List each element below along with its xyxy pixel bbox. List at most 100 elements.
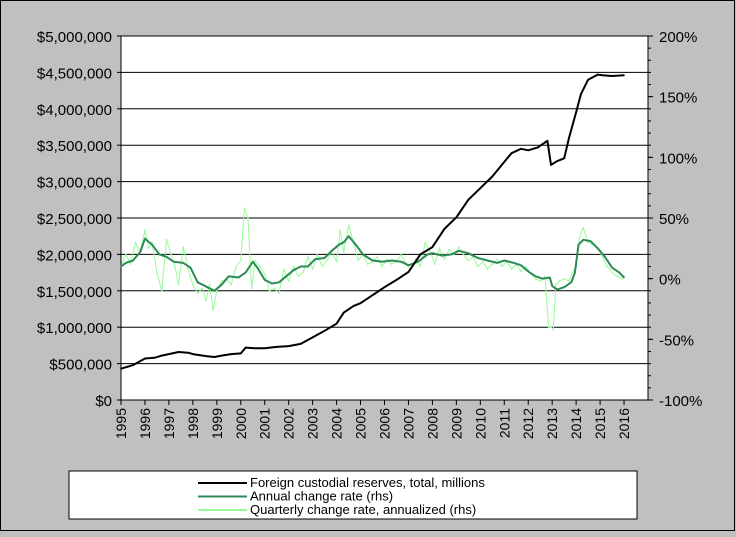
data-point bbox=[606, 265, 609, 268]
data-point bbox=[287, 345, 290, 347]
data-point bbox=[252, 260, 254, 263]
data-point bbox=[419, 265, 422, 268]
data-point bbox=[250, 287, 253, 290]
data-point bbox=[139, 251, 141, 253]
data-point bbox=[244, 271, 247, 274]
data-point bbox=[160, 290, 163, 292]
data-point bbox=[467, 199, 470, 201]
data-point bbox=[335, 322, 338, 325]
gridlines bbox=[121, 35, 648, 365]
data-point bbox=[550, 164, 552, 166]
data-point bbox=[424, 241, 427, 244]
data-point bbox=[596, 73, 599, 76]
left-tick-label: $1,500,000 bbox=[37, 284, 112, 301]
data-point bbox=[256, 266, 259, 269]
data-point bbox=[339, 229, 342, 231]
data-point bbox=[174, 265, 176, 268]
data-point bbox=[431, 246, 434, 248]
x-tick-label: 2000 bbox=[233, 408, 249, 439]
x-tick-label: 2015 bbox=[592, 408, 608, 439]
data-point bbox=[230, 353, 232, 355]
data-point bbox=[580, 93, 582, 95]
data-point bbox=[120, 367, 122, 370]
data-point bbox=[254, 347, 256, 350]
x-tick-label: 2002 bbox=[281, 408, 297, 439]
data-point bbox=[220, 283, 223, 286]
left-tick-label: $0 bbox=[95, 393, 112, 410]
data-point bbox=[434, 263, 436, 265]
data-point bbox=[534, 277, 537, 280]
data-point bbox=[547, 326, 550, 329]
data-point bbox=[201, 287, 204, 290]
data-point bbox=[299, 265, 302, 268]
data-point bbox=[311, 268, 314, 270]
data-point bbox=[458, 246, 460, 248]
data-point bbox=[347, 224, 350, 227]
data-point bbox=[556, 160, 558, 162]
data-point bbox=[491, 263, 494, 265]
right-tick-label: -100% bbox=[659, 393, 702, 410]
data-point bbox=[527, 149, 529, 152]
right-tick-label: 0% bbox=[659, 272, 681, 289]
x-axis: 1995 1996 1997 1998 1999 2000 2001 2002 2003 2004… bbox=[113, 400, 632, 439]
data-point bbox=[331, 250, 333, 252]
data-point bbox=[381, 265, 383, 268]
data-point bbox=[243, 207, 246, 210]
data-point bbox=[611, 271, 613, 274]
data-point bbox=[220, 280, 223, 282]
data-point bbox=[125, 262, 127, 264]
data-point bbox=[343, 311, 345, 314]
data-point bbox=[316, 253, 319, 256]
data-point bbox=[623, 74, 625, 77]
data-point bbox=[129, 263, 132, 265]
data-point bbox=[448, 248, 451, 251]
data-point bbox=[311, 336, 314, 339]
data-point bbox=[520, 264, 522, 267]
data-point bbox=[544, 275, 546, 278]
data-point bbox=[441, 254, 443, 257]
data-point bbox=[254, 259, 256, 262]
data-point bbox=[199, 354, 201, 357]
data-point bbox=[582, 226, 585, 229]
data-point bbox=[160, 354, 163, 357]
right-tick-label: 200% bbox=[659, 29, 697, 46]
x-tick-label: 2007 bbox=[400, 408, 416, 439]
data-point bbox=[549, 276, 551, 279]
data-point bbox=[520, 270, 522, 273]
data-point bbox=[263, 273, 266, 275]
legend: Foreign custodial reserves, total, milli… bbox=[198, 475, 485, 517]
data-point bbox=[177, 351, 180, 353]
data-point bbox=[450, 253, 453, 256]
data-point bbox=[479, 187, 482, 189]
left-tick-label: $2,000,000 bbox=[37, 247, 112, 264]
data-point bbox=[496, 262, 498, 264]
x-tick-label: 1996 bbox=[137, 408, 153, 439]
data-point bbox=[170, 253, 173, 256]
data-point bbox=[338, 243, 340, 246]
data-point bbox=[177, 283, 180, 286]
x-tick-label: 1995 bbox=[113, 408, 129, 439]
data-point bbox=[568, 280, 570, 282]
data-point bbox=[604, 255, 606, 258]
data-point bbox=[383, 286, 386, 289]
data-point bbox=[426, 253, 429, 256]
x-tick-label: 2014 bbox=[568, 408, 584, 439]
data-point bbox=[189, 266, 192, 269]
x-tick-label: 2010 bbox=[472, 408, 488, 439]
data-point bbox=[343, 241, 345, 244]
data-point bbox=[273, 287, 276, 290]
data-point bbox=[601, 255, 604, 258]
data-point bbox=[151, 243, 153, 246]
right-tick-label: 100% bbox=[659, 150, 697, 167]
data-point bbox=[568, 137, 570, 139]
left-tick-label: $500,000 bbox=[49, 357, 112, 374]
x-tick-label: 1998 bbox=[185, 408, 201, 439]
data-point bbox=[587, 78, 589, 81]
left-tick-label: $4,500,000 bbox=[37, 65, 112, 82]
data-point bbox=[400, 260, 403, 263]
x-tick-label: 2001 bbox=[257, 408, 273, 439]
data-point bbox=[196, 281, 199, 284]
left-tick-label: $3,500,000 bbox=[37, 138, 112, 155]
